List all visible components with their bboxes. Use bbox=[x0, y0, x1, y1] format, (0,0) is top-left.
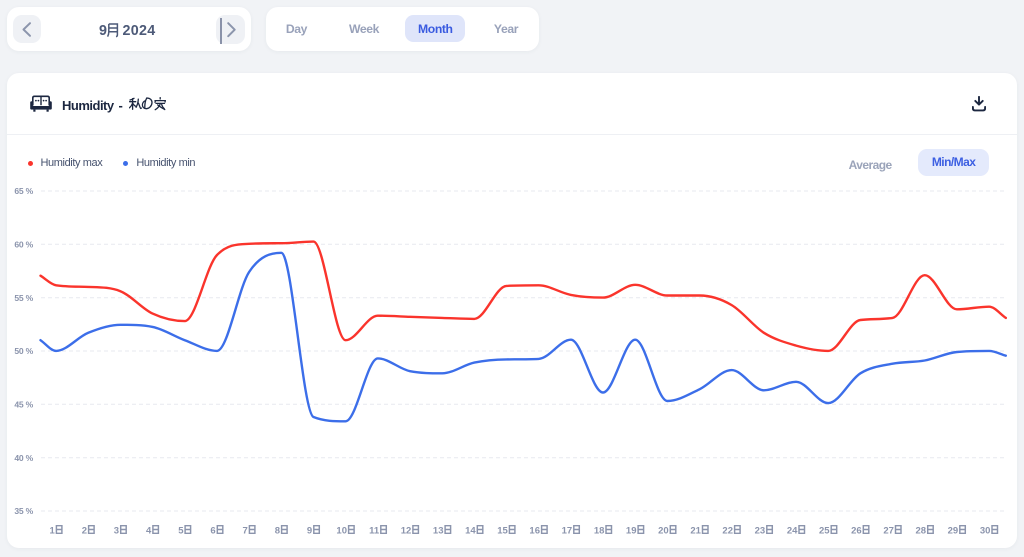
svg-text:29: 29 bbox=[948, 526, 959, 537]
svg-text:24: 24 bbox=[787, 526, 798, 537]
svg-text:27: 27 bbox=[883, 526, 894, 537]
svg-text:17: 17 bbox=[562, 526, 573, 537]
svg-text:7: 7 bbox=[243, 526, 248, 537]
svg-text:65 %: 65 % bbox=[14, 186, 33, 196]
svg-text:13: 13 bbox=[433, 526, 444, 537]
svg-text:2024: 2024 bbox=[123, 23, 156, 39]
svg-text:9: 9 bbox=[307, 526, 312, 537]
svg-text:11: 11 bbox=[369, 526, 380, 537]
svg-text:8: 8 bbox=[275, 526, 280, 537]
svg-text:1: 1 bbox=[50, 526, 56, 537]
svg-text:55 %: 55 % bbox=[14, 293, 33, 303]
svg-text:6: 6 bbox=[210, 526, 215, 537]
svg-text:2: 2 bbox=[82, 526, 87, 537]
svg-text:18: 18 bbox=[594, 526, 605, 537]
svg-text:9: 9 bbox=[99, 23, 107, 39]
svg-text:26: 26 bbox=[851, 526, 862, 537]
svg-text:30: 30 bbox=[980, 526, 991, 537]
svg-text:15: 15 bbox=[497, 526, 508, 537]
svg-text:25: 25 bbox=[819, 526, 830, 537]
svg-text:35 %: 35 % bbox=[14, 506, 33, 516]
svg-text:5: 5 bbox=[178, 526, 184, 537]
svg-text:45 %: 45 % bbox=[14, 399, 33, 409]
svg-text:21: 21 bbox=[690, 526, 701, 537]
svg-text:19: 19 bbox=[626, 526, 637, 537]
svg-text:28: 28 bbox=[916, 526, 927, 537]
svg-text:22: 22 bbox=[722, 526, 733, 537]
svg-text:4: 4 bbox=[146, 526, 152, 537]
svg-text:40 %: 40 % bbox=[14, 453, 33, 463]
svg-text:20: 20 bbox=[658, 526, 669, 537]
svg-text:14: 14 bbox=[465, 526, 476, 537]
svg-text:10: 10 bbox=[336, 526, 347, 537]
svg-text:3: 3 bbox=[114, 526, 119, 537]
svg-text:16: 16 bbox=[529, 526, 540, 537]
svg-text:23: 23 bbox=[755, 526, 766, 537]
svg-text:12: 12 bbox=[401, 526, 412, 537]
svg-text:60 %: 60 % bbox=[14, 239, 33, 249]
svg-text:50 %: 50 % bbox=[14, 346, 33, 356]
